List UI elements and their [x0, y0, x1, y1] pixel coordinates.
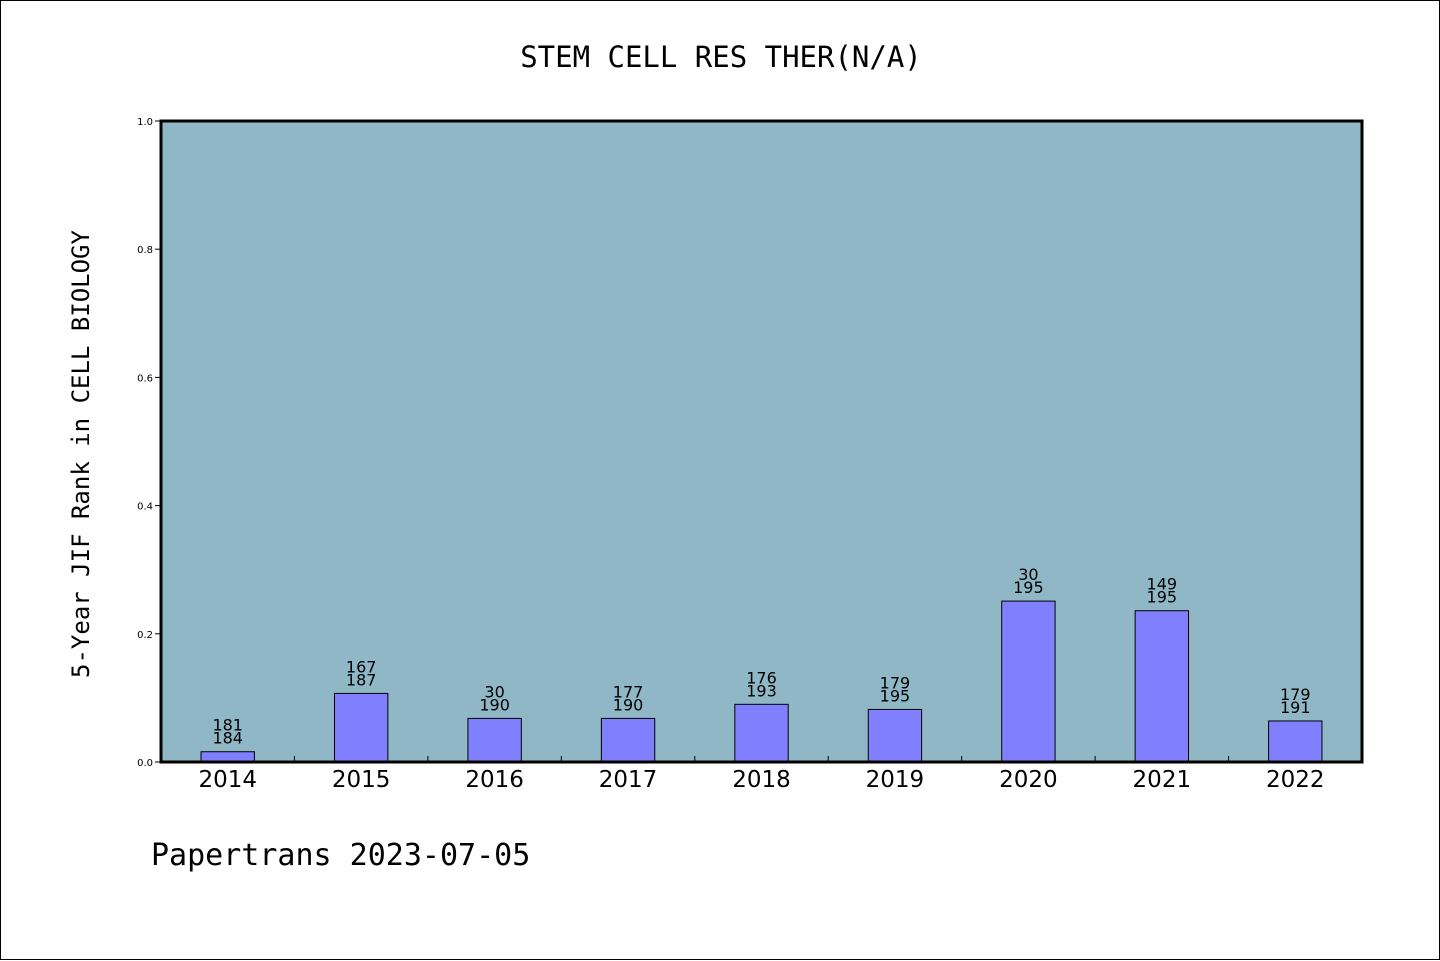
y-tick-label: 0.4: [137, 502, 153, 513]
bar: [734, 703, 789, 763]
bar: [600, 717, 656, 763]
bar-label-rank: 181: [212, 716, 243, 735]
bar: [333, 692, 389, 763]
bar-label-rank: 30: [1018, 565, 1038, 584]
bar: [867, 708, 923, 763]
bar-label-rank: 149: [1147, 575, 1178, 594]
x-tick-label: 2018: [732, 767, 791, 793]
footer-credit: Papertrans 2023-07-05: [151, 838, 530, 873]
bar: [1001, 600, 1056, 763]
y-tick-label: 0.6: [137, 373, 153, 384]
x-tick-label: 2015: [332, 767, 391, 793]
bar: [200, 751, 255, 763]
bar-label-rank: 167: [346, 657, 377, 676]
bar-label-rank: 176: [746, 668, 777, 687]
bar-label-total: 187: [346, 670, 377, 689]
x-tick-label: 2019: [866, 767, 925, 793]
x-tick-label: 2017: [599, 767, 658, 793]
bar-label-total: 184: [212, 729, 243, 748]
y-tick-label: 1.0: [137, 117, 153, 128]
x-tick-label: 2021: [1133, 767, 1192, 793]
bar-label-rank: 177: [613, 682, 644, 701]
bar: [467, 717, 522, 763]
plot-border: [159, 119, 1364, 764]
y-tick-label: 0.8: [137, 245, 153, 256]
x-tick-label: 2022: [1266, 767, 1325, 793]
bar: [1268, 720, 1323, 763]
x-tick-label: 2016: [465, 767, 524, 793]
bar: [1134, 610, 1190, 763]
y-axis-label: 5-Year JIF Rank in CELL BIOLOGY: [67, 229, 95, 677]
bar-label-total: 195: [880, 686, 911, 705]
bar-label-total: 190: [479, 695, 510, 714]
bar-label-total: 191: [1280, 698, 1311, 717]
chart-title: STEM CELL RES THER(N/A): [520, 40, 922, 74]
x-tick-label: 2014: [198, 767, 257, 793]
bar-label-total: 190: [613, 695, 644, 714]
bar-label-total: 195: [1147, 588, 1178, 607]
y-tick-label: 0.2: [137, 630, 153, 641]
x-tick-label: 2020: [999, 767, 1058, 793]
bar-label-total: 195: [1013, 578, 1044, 597]
bar-label-total: 193: [746, 681, 777, 700]
y-tick-label: 0.0: [137, 758, 153, 769]
bar-label-rank: 30: [484, 682, 504, 701]
bar-label-rank: 179: [1280, 685, 1311, 704]
bar-label-rank: 179: [880, 673, 911, 692]
